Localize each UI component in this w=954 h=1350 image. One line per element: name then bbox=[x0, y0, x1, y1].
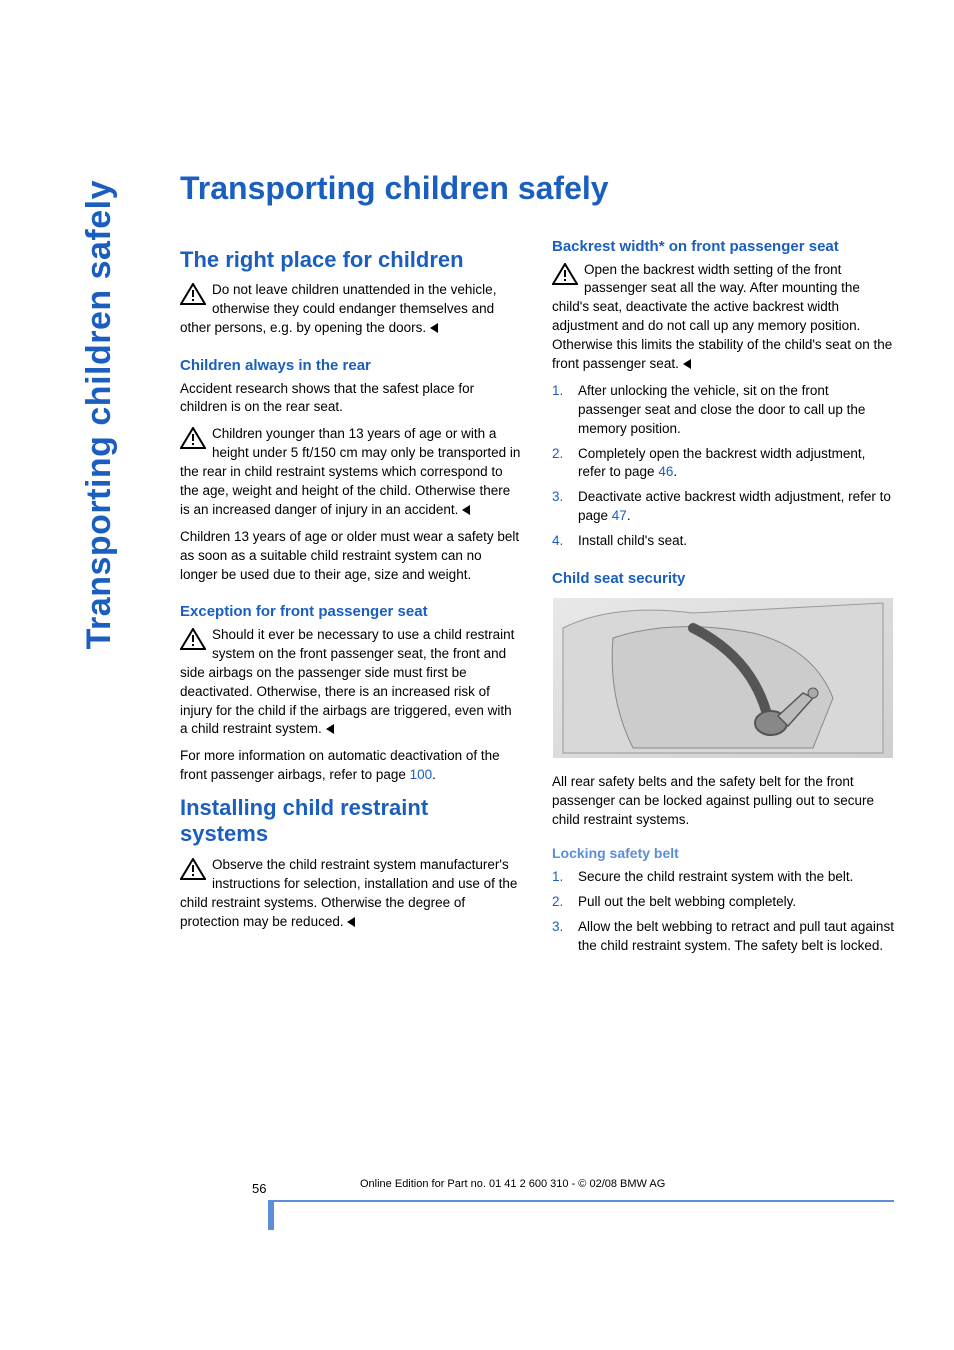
list-item: 4. Install child's seat. bbox=[552, 532, 894, 551]
end-mark-icon bbox=[462, 505, 472, 515]
body-over-13: Children 13 years of age or older must w… bbox=[180, 528, 522, 585]
list-number: 2. bbox=[552, 445, 568, 483]
list-text: Deactivate active backrest width adjustm… bbox=[578, 488, 894, 526]
list-item: 3. Deactivate active backrest width adjus… bbox=[552, 488, 894, 526]
body-belt-lock: All rear safety belts and the safety bel… bbox=[552, 773, 894, 830]
text-fragment: . bbox=[432, 767, 436, 782]
list-item: 1.After unlocking the vehicle, sit on th… bbox=[552, 382, 894, 439]
warning-unattended: Do not leave children unattended in the … bbox=[180, 281, 522, 338]
backrest-steps: 1.After unlocking the vehicle, sit on th… bbox=[552, 382, 894, 551]
chapter-title: Transporting children safely bbox=[180, 170, 894, 207]
sub-exception-front: Exception for front passenger seat bbox=[180, 602, 522, 622]
list-text: Pull out the belt webbing completely. bbox=[578, 893, 796, 912]
list-number: 2. bbox=[552, 893, 568, 912]
section-installing: Installing child restraint systems bbox=[180, 795, 522, 848]
sub-children-rear: Children always in the rear bbox=[180, 356, 522, 376]
list-item: 2. Completely open the backrest width adj… bbox=[552, 445, 894, 483]
page-link-47[interactable]: 47 bbox=[612, 508, 627, 523]
list-number: 3. bbox=[552, 918, 568, 956]
footer-bar: Online Edition for Part no. 01 41 2 600 … bbox=[180, 1200, 894, 1230]
warning-backrest: Open the backrest width setting of the f… bbox=[552, 261, 894, 374]
warning-manufacturer: Observe the child restraint system manuf… bbox=[180, 856, 522, 932]
footer-line bbox=[274, 1200, 894, 1202]
page-link-46[interactable]: 46 bbox=[658, 464, 673, 479]
sub-backrest-width: Backrest width* on front passenger seat bbox=[552, 237, 894, 257]
list-text: Secure the child restraint system with t… bbox=[578, 868, 853, 887]
list-number: 4. bbox=[552, 532, 568, 551]
warning-text: Open the backrest width setting of the f… bbox=[552, 262, 892, 371]
text-fragment: . bbox=[673, 464, 677, 479]
list-text: Completely open the backrest width adjus… bbox=[578, 445, 894, 483]
footer: 56 Online Edition for Part no. 01 41 2 6… bbox=[180, 1181, 894, 1230]
left-column: The right place for children Do not leav… bbox=[180, 237, 522, 964]
page-link-100[interactable]: 100 bbox=[410, 767, 433, 782]
page: Transporting children safely Transportin… bbox=[0, 0, 954, 1300]
list-number: 3. bbox=[552, 488, 568, 526]
warning-under-13: Children younger than 13 years of age or… bbox=[180, 425, 522, 519]
list-number: 1. bbox=[552, 382, 568, 439]
sub2-locking-belt: Locking safety belt bbox=[552, 844, 894, 862]
list-item: 1. Secure the child restraint system with… bbox=[552, 868, 894, 887]
content-columns: The right place for children Do not leav… bbox=[180, 237, 894, 964]
list-text: Install child's seat. bbox=[578, 532, 687, 551]
footer-text: Online Edition for Part no. 01 41 2 600 … bbox=[360, 1178, 665, 1190]
warning-icon bbox=[180, 628, 206, 650]
list-number: 1. bbox=[552, 868, 568, 887]
text-fragment: . bbox=[627, 508, 631, 523]
list-text: After unlocking the vehicle, sit on the … bbox=[578, 382, 894, 439]
list-item: 3. Allow the belt webbing to retract and … bbox=[552, 918, 894, 956]
text-fragment: Completely open the backrest width adjus… bbox=[578, 446, 865, 480]
locking-steps: 1. Secure the child restraint system with… bbox=[552, 868, 894, 956]
side-tab: Transporting children safely bbox=[80, 180, 119, 649]
warning-text: Should it ever be necessary to use a chi… bbox=[180, 627, 514, 736]
sub-child-seat-security: Child seat security bbox=[552, 569, 894, 589]
warning-text: Do not leave children unattended in the … bbox=[180, 282, 496, 335]
end-mark-icon bbox=[347, 917, 357, 927]
end-mark-icon bbox=[430, 323, 440, 333]
right-column: Backrest width* on front passenger seat … bbox=[552, 237, 894, 964]
warning-front-seat: Should it ever be necessary to use a chi… bbox=[180, 626, 522, 739]
warning-icon bbox=[180, 427, 206, 449]
seat-belt-illustration bbox=[552, 598, 894, 758]
warning-text: Children younger than 13 years of age or… bbox=[180, 426, 520, 517]
section-right-place: The right place for children bbox=[180, 247, 522, 273]
end-mark-icon bbox=[326, 724, 336, 734]
text-fragment: For more information on automatic deacti… bbox=[180, 748, 500, 782]
end-mark-icon bbox=[683, 359, 693, 369]
warning-icon bbox=[180, 858, 206, 880]
warning-icon bbox=[180, 283, 206, 305]
footer-tick bbox=[268, 1200, 274, 1230]
body-accident-research: Accident research shows that the safest … bbox=[180, 380, 522, 418]
warning-icon bbox=[552, 263, 578, 285]
list-item: 2. Pull out the belt webbing completely. bbox=[552, 893, 894, 912]
list-text: Allow the belt webbing to retract and pu… bbox=[578, 918, 894, 956]
body-auto-deactivation: For more information on automatic deacti… bbox=[180, 747, 522, 785]
